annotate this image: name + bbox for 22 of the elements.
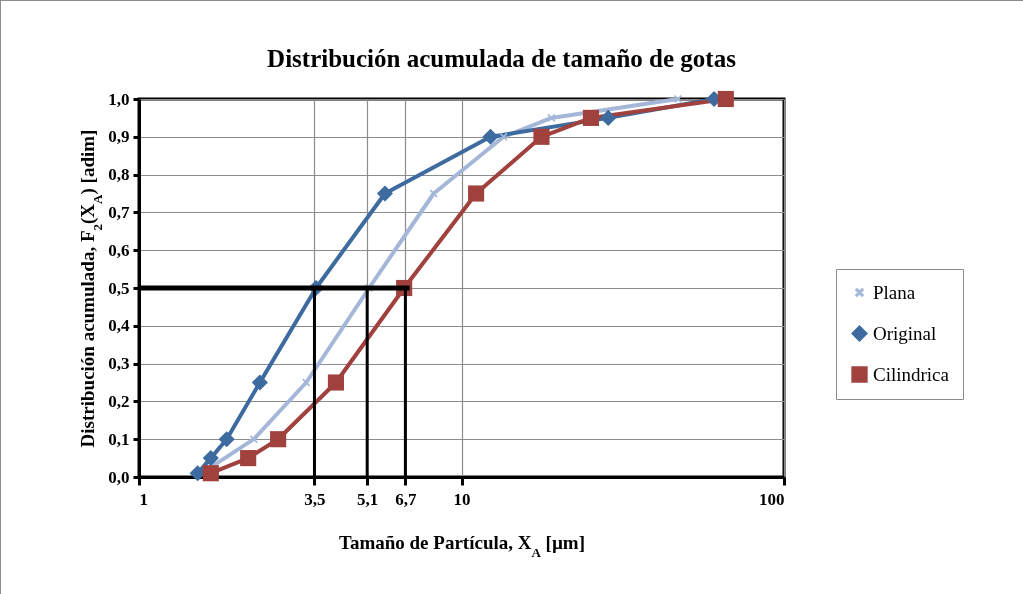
legend-label: Original [873, 322, 937, 344]
legend-label: Cilindrica [873, 363, 950, 385]
x-axis-title: Tamaño de Partícula, X$_{A}$ [µm] [338, 531, 586, 559]
x-tick-label: 1 [139, 489, 148, 509]
x-tick-label: 3,5 [304, 489, 326, 509]
x-tick-label: 10 [453, 489, 471, 509]
y-tick-label: 0,9 [108, 127, 130, 147]
y-tick-label: 0,3 [108, 354, 130, 374]
y-tick-label: 0,1 [108, 429, 130, 449]
y-tick-label: 0,8 [108, 165, 130, 185]
x-tick-label: 100 [759, 489, 785, 509]
y-tick-label: 0,4 [108, 316, 130, 336]
y-tick-label: 0,5 [108, 278, 130, 298]
y-tick-label: 0,2 [108, 391, 130, 411]
legend-label: Plana [873, 281, 916, 303]
y-tick-label: 0,0 [108, 467, 130, 487]
y-tick-label: 0,7 [108, 202, 130, 222]
chart-title: Distribución acumulada de tamaño de gotas [267, 45, 737, 72]
x-tick-label: 5,1 [357, 489, 379, 509]
y-tick-label: 0,6 [108, 240, 130, 260]
y-tick-label: 1,0 [108, 89, 130, 109]
x-tick-label: 6,7 [395, 489, 418, 509]
